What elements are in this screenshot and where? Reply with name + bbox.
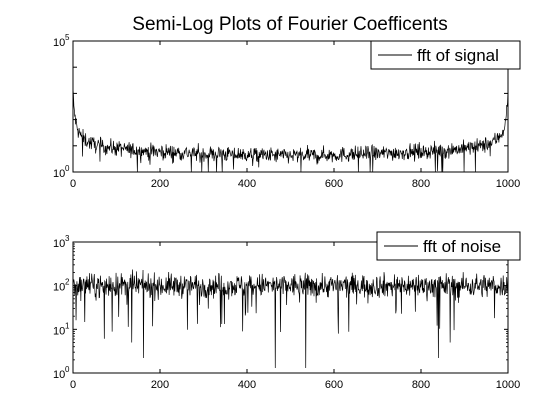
bottom-legend-label: fft of noise: [423, 237, 501, 256]
y-tick-exponent: 0: [65, 365, 70, 374]
x-tick-label: 200: [151, 379, 169, 391]
x-tick-label: 600: [325, 178, 343, 190]
series-line-fft-of-noise: [72, 269, 509, 369]
top-legend: fft of signal: [370, 40, 521, 70]
bottom-legend: fft of noise: [376, 231, 521, 261]
x-tick-label: 400: [238, 178, 256, 190]
y-tick-label: 10: [53, 369, 65, 381]
y-tick-exponent: 3: [65, 234, 70, 243]
y-tick-label: 10: [53, 168, 65, 180]
x-tick-label: 200: [151, 178, 169, 190]
top-x-tick-labels: 0 200 400 600 800 1000: [70, 178, 520, 190]
x-tick-label: 1000: [496, 379, 520, 391]
y-tick-exponent: 5: [65, 33, 70, 42]
x-tick-label: 600: [325, 379, 343, 391]
y-tick-exponent: 0: [65, 164, 70, 173]
y-tick-label: 10: [53, 37, 65, 49]
x-tick-label: 400: [238, 379, 256, 391]
x-tick-label: 1000: [496, 178, 520, 190]
x-tick-label: 0: [70, 379, 76, 391]
x-tick-label: 0: [70, 178, 76, 190]
top-y-tick-labels: 10 010 5: [53, 33, 70, 180]
series-line-fft-of-signal: [72, 88, 509, 173]
x-tick-label: 800: [412, 379, 430, 391]
y-tick-label: 10: [53, 282, 65, 294]
figure-title: Semi-Log Plots of Fourier Coefficents: [132, 14, 447, 35]
y-tick-exponent: 1: [65, 321, 70, 330]
bottom-x-tick-labels: 0 200 400 600 800 1000: [70, 379, 520, 391]
x-tick-label: 800: [412, 178, 430, 190]
top-legend-label: fft of signal: [417, 46, 499, 65]
top-axes: 0 200 400 600 800 1000 10 010 5 fft of signal: [53, 33, 521, 190]
y-tick-label: 10: [53, 325, 65, 337]
bottom-axes-frame: [72, 241, 509, 374]
y-tick-label: 10: [53, 238, 65, 250]
top-axes-frame: [72, 40, 509, 173]
bottom-plot-area: [73, 242, 508, 373]
y-tick-exponent: 2: [65, 278, 70, 287]
